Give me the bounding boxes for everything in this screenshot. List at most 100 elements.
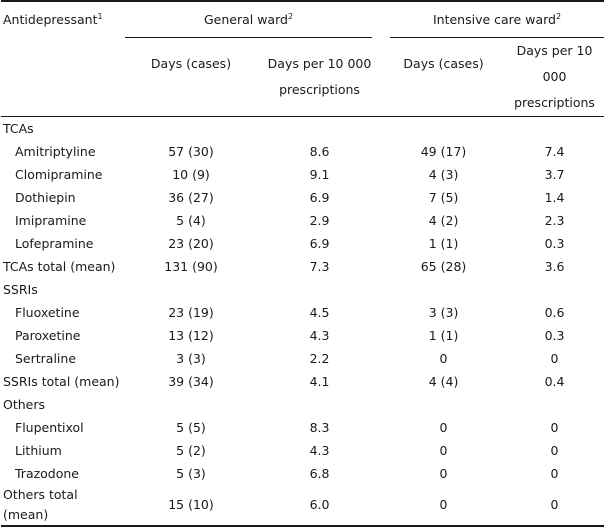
icu-days-cell: 1 (1) — [428, 235, 459, 251]
table-total-row: Others total (mean) 15 (10) 6.0 0 0 — [1, 485, 605, 526]
table-row: Amitriptyline 57 (30) 8.6 49 (17) 7.4 — [1, 140, 604, 163]
icu-days-cell: 0 — [439, 350, 448, 366]
table-row: Lithium 5 (2) 4.3 0 0 — [1, 439, 604, 462]
header-icu-days-cases: Days (cases) — [403, 56, 484, 71]
icu-rate-cell: 0.3 — [544, 327, 565, 343]
row-label: Fluoxetine — [15, 304, 80, 320]
gw-rate-cell: 4.3 — [309, 442, 330, 458]
gw-rate-cell: 9.1 — [309, 166, 330, 182]
icu-rate-cell: 0 — [550, 419, 559, 435]
gw-rate-cell: 2.9 — [309, 212, 330, 228]
table-row: Flupentixol 5 (5) 8.3 0 0 — [1, 416, 604, 439]
icu-days-cell: 4 (2) — [428, 212, 459, 228]
gw-days-cell: 5 (2) — [176, 442, 206, 458]
gw-days-cell: 23 (19) — [168, 304, 214, 320]
icu-days-cell — [382, 117, 505, 141]
table-section-row: Others — [1, 393, 604, 416]
row-label: Others total (mean) — [3, 487, 78, 522]
icu-rate-cell: 0 — [550, 497, 559, 512]
gw-days-cell: 131 (90) — [164, 258, 218, 274]
row-label: Dothiepin — [15, 189, 76, 205]
row-label: TCAs — [3, 120, 34, 136]
icu-days-cell: 65 (28) — [420, 258, 467, 274]
table-total-row: SSRIs total (mean) 39 (34) 4.1 4 (4) 0.4 — [1, 370, 604, 393]
gw-days-cell: 15 (10) — [168, 497, 214, 512]
icu-days-cell: 4 (3) — [428, 166, 459, 182]
row-label: TCAs total (mean) — [3, 258, 116, 274]
row-label: Clomipramine — [15, 166, 103, 182]
row-label: Sertraline — [15, 350, 77, 366]
gw-rate-cell: 4.5 — [309, 304, 330, 320]
gw-days-cell: 13 (12) — [168, 327, 214, 343]
icu-rate-cell: 3.7 — [544, 166, 565, 182]
row-label: Lithium — [15, 442, 62, 458]
gw-days-cell: 39 (34) — [168, 373, 214, 389]
icu-days-cell: 0 — [439, 442, 448, 458]
icu-rate-cell: 1.4 — [544, 189, 565, 205]
icu-days-cell — [382, 278, 505, 301]
gw-days-cell: 36 (27) — [168, 189, 214, 205]
icu-rate-cell: 0.6 — [544, 304, 565, 320]
header-general-ward: General ward2 — [125, 1, 382, 38]
table-section-row: SSRIs — [1, 278, 604, 301]
gw-rate-cell: 8.3 — [309, 419, 330, 435]
row-label: SSRIs — [3, 281, 38, 297]
icu-rate-cell: 2.3 — [544, 212, 565, 228]
gw-rate-cell — [257, 278, 382, 301]
header-icu-days-per: Days per 10 000 prescriptions — [514, 43, 595, 110]
gw-rate-cell — [257, 117, 382, 141]
table-row: Paroxetine 13 (12) 4.3 1 (1) 0.3 — [1, 324, 604, 347]
header-empty — [1, 38, 125, 117]
gw-days-cell — [125, 393, 257, 416]
table-header: Antidepressant1 General ward2 Intensive … — [1, 1, 605, 117]
gw-rate-cell: 4.3 — [309, 327, 330, 343]
gw-rate-cell: 6.8 — [309, 465, 330, 481]
icu-days-cell: 7 (5) — [428, 189, 459, 205]
gw-days-cell: 5 (5) — [176, 419, 206, 435]
icu-days-cell: 1 (1) — [428, 327, 459, 343]
gw-days-cell — [125, 278, 257, 301]
row-label: Amitriptyline — [15, 143, 96, 159]
gw-rate-cell: 7.3 — [309, 258, 330, 274]
icu-days-cell: 3 (3) — [428, 304, 459, 320]
icu-rate-cell: 0 — [550, 442, 559, 458]
gw-rate-cell: 4.1 — [309, 373, 330, 389]
gw-rate-cell: 6.9 — [309, 189, 330, 205]
row-label: Others — [3, 396, 46, 412]
header-gw-days-cases: Days (cases) — [150, 56, 232, 71]
row-label: Trazodone — [15, 465, 80, 481]
gw-days-cell: 3 (3) — [176, 350, 206, 366]
row-label: Lofepramine — [15, 235, 94, 251]
icu-days-cell: 49 (17) — [420, 143, 467, 159]
icu-days-cell: 0 — [439, 465, 448, 481]
icu-rate-cell: 0 — [550, 465, 559, 481]
gw-rate-cell — [257, 393, 382, 416]
icu-rate-cell — [505, 278, 604, 301]
gw-days-cell — [125, 117, 257, 141]
table-row: Imipramine 5 (4) 2.9 4 (2) 2.3 — [1, 209, 604, 232]
gw-rate-cell: 2.2 — [309, 350, 330, 366]
row-label: Paroxetine — [15, 327, 81, 343]
header-antidepressant: Antidepressant1 — [3, 11, 103, 27]
row-label: SSRIs total (mean) — [3, 373, 120, 389]
gw-days-cell: 57 (30) — [168, 143, 214, 159]
icu-rate-cell: 0.4 — [544, 373, 565, 389]
icu-rate-cell — [505, 393, 604, 416]
icu-days-cell: 0 — [439, 497, 448, 512]
table-row: Dothiepin 36 (27) 6.9 7 (5) 1.4 — [1, 186, 604, 209]
table-row: Fluoxetine 23 (19) 4.5 3 (3) 0.6 — [1, 301, 604, 324]
icu-days-cell: 0 — [439, 419, 448, 435]
gw-rate-cell: 6.0 — [309, 497, 330, 512]
gw-days-cell: 23 (20) — [168, 235, 214, 251]
icu-rate-cell: 0.3 — [544, 235, 565, 251]
table-total-row: TCAs total (mean) 131 (90) 7.3 65 (28) 3.6 — [1, 255, 604, 278]
gw-days-cell: 5 (3) — [176, 465, 206, 481]
gw-rate-cell: 8.6 — [309, 143, 330, 159]
icu-rate-cell: 0 — [550, 350, 559, 366]
table-section-row: TCAs — [1, 117, 604, 141]
icu-rate-cell: 7.4 — [544, 143, 565, 159]
table-row: Sertraline 3 (3) 2.2 0 0 — [1, 347, 604, 370]
header-gw-days-per: Days per 10 000 prescriptions — [267, 56, 372, 97]
table-row: Clomipramine 10 (9) 9.1 4 (3) 3.7 — [1, 163, 604, 186]
